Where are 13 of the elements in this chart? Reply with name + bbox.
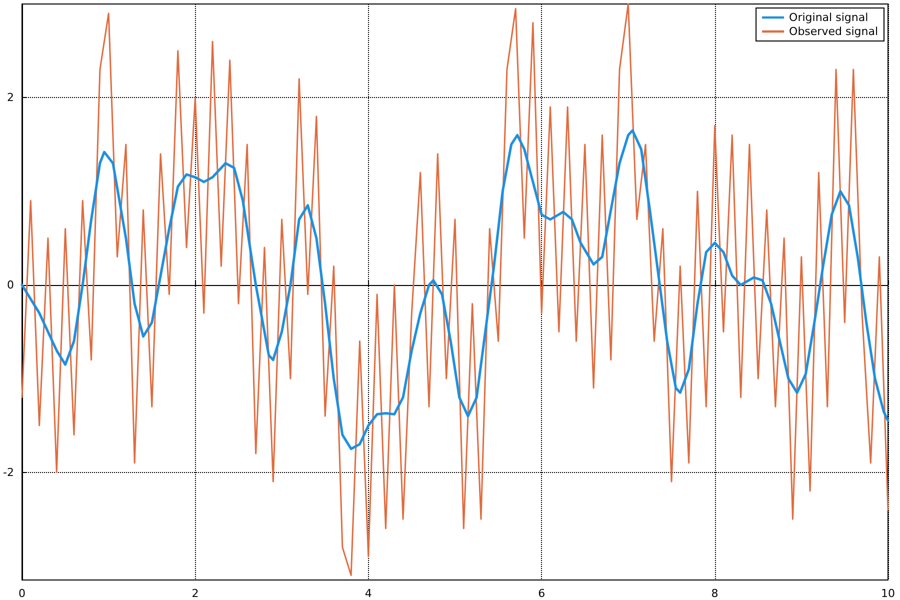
x-tick-label: 0	[18, 587, 26, 600]
line-series	[21, 3, 889, 576]
x-tick-label: 4	[364, 587, 372, 600]
legend-label: Original signal	[789, 11, 868, 24]
x-tick-label: 8	[711, 587, 718, 600]
x-tick-label: 10	[881, 587, 895, 600]
x-tick-label: 2	[192, 587, 199, 600]
y-tick-label: -2	[3, 466, 14, 479]
line-series	[20, 129, 890, 450]
legend-label: Observed signal	[789, 25, 878, 38]
y-tick-label: 2	[7, 91, 14, 104]
y-tick-label: 0	[7, 278, 14, 292]
x-tick-label: 6	[538, 587, 546, 600]
